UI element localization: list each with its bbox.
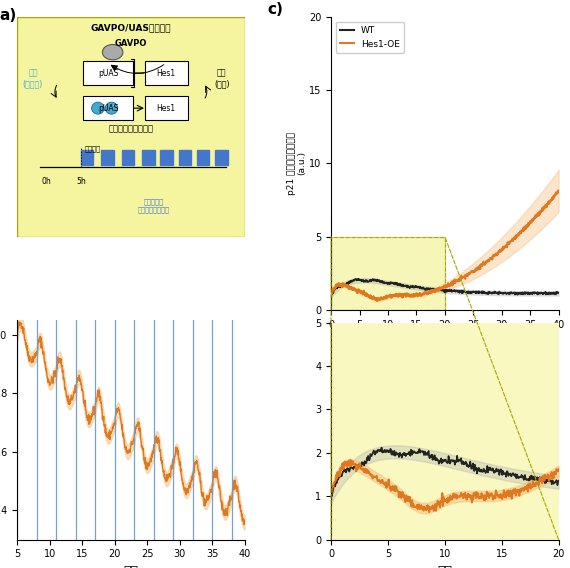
FancyBboxPatch shape	[142, 150, 154, 165]
Text: a): a)	[0, 9, 16, 23]
Text: 照射開始: 照射開始	[84, 145, 100, 152]
Text: Hes1: Hes1	[157, 103, 176, 112]
Text: オン
(青色光): オン (青色光)	[23, 69, 43, 88]
Text: c): c)	[267, 2, 283, 18]
FancyBboxPatch shape	[83, 96, 133, 120]
Y-axis label: p21 プロモーター活性
(a.u.): p21 プロモーター活性 (a.u.)	[287, 132, 306, 195]
Text: 5h: 5h	[76, 177, 86, 186]
Text: GAVPO/UASシステム: GAVPO/UASシステム	[91, 24, 171, 32]
FancyBboxPatch shape	[122, 150, 135, 165]
X-axis label: 時間: 時間	[437, 335, 453, 348]
Text: オフ
(暗闇): オフ (暗闇)	[214, 69, 230, 88]
FancyBboxPatch shape	[178, 150, 191, 165]
X-axis label: 時間: 時間	[123, 565, 139, 568]
FancyBboxPatch shape	[145, 61, 188, 85]
FancyBboxPatch shape	[145, 96, 188, 120]
Text: Hes1: Hes1	[157, 69, 176, 77]
FancyBboxPatch shape	[160, 150, 173, 165]
Text: pUAS: pUAS	[98, 69, 119, 77]
Text: pUAS: pUAS	[98, 103, 119, 112]
FancyBboxPatch shape	[17, 17, 245, 237]
FancyBboxPatch shape	[83, 61, 133, 85]
Legend: WT, Hes1-OE: WT, Hes1-OE	[336, 22, 404, 53]
Text: 0h: 0h	[42, 177, 51, 186]
Ellipse shape	[92, 102, 104, 114]
FancyBboxPatch shape	[215, 150, 227, 165]
X-axis label: 時間: 時間	[437, 565, 453, 568]
FancyBboxPatch shape	[81, 150, 93, 165]
Text: ３時間毎に
青色光を照射する: ３時間毎に 青色光を照射する	[137, 199, 170, 213]
FancyBboxPatch shape	[197, 150, 209, 165]
Ellipse shape	[105, 102, 118, 114]
Text: GAVPO: GAVPO	[115, 39, 147, 48]
Ellipse shape	[103, 44, 123, 60]
FancyBboxPatch shape	[101, 150, 114, 165]
Polygon shape	[331, 237, 445, 310]
Text: 光照射スケジュール: 光照射スケジュール	[108, 124, 153, 133]
